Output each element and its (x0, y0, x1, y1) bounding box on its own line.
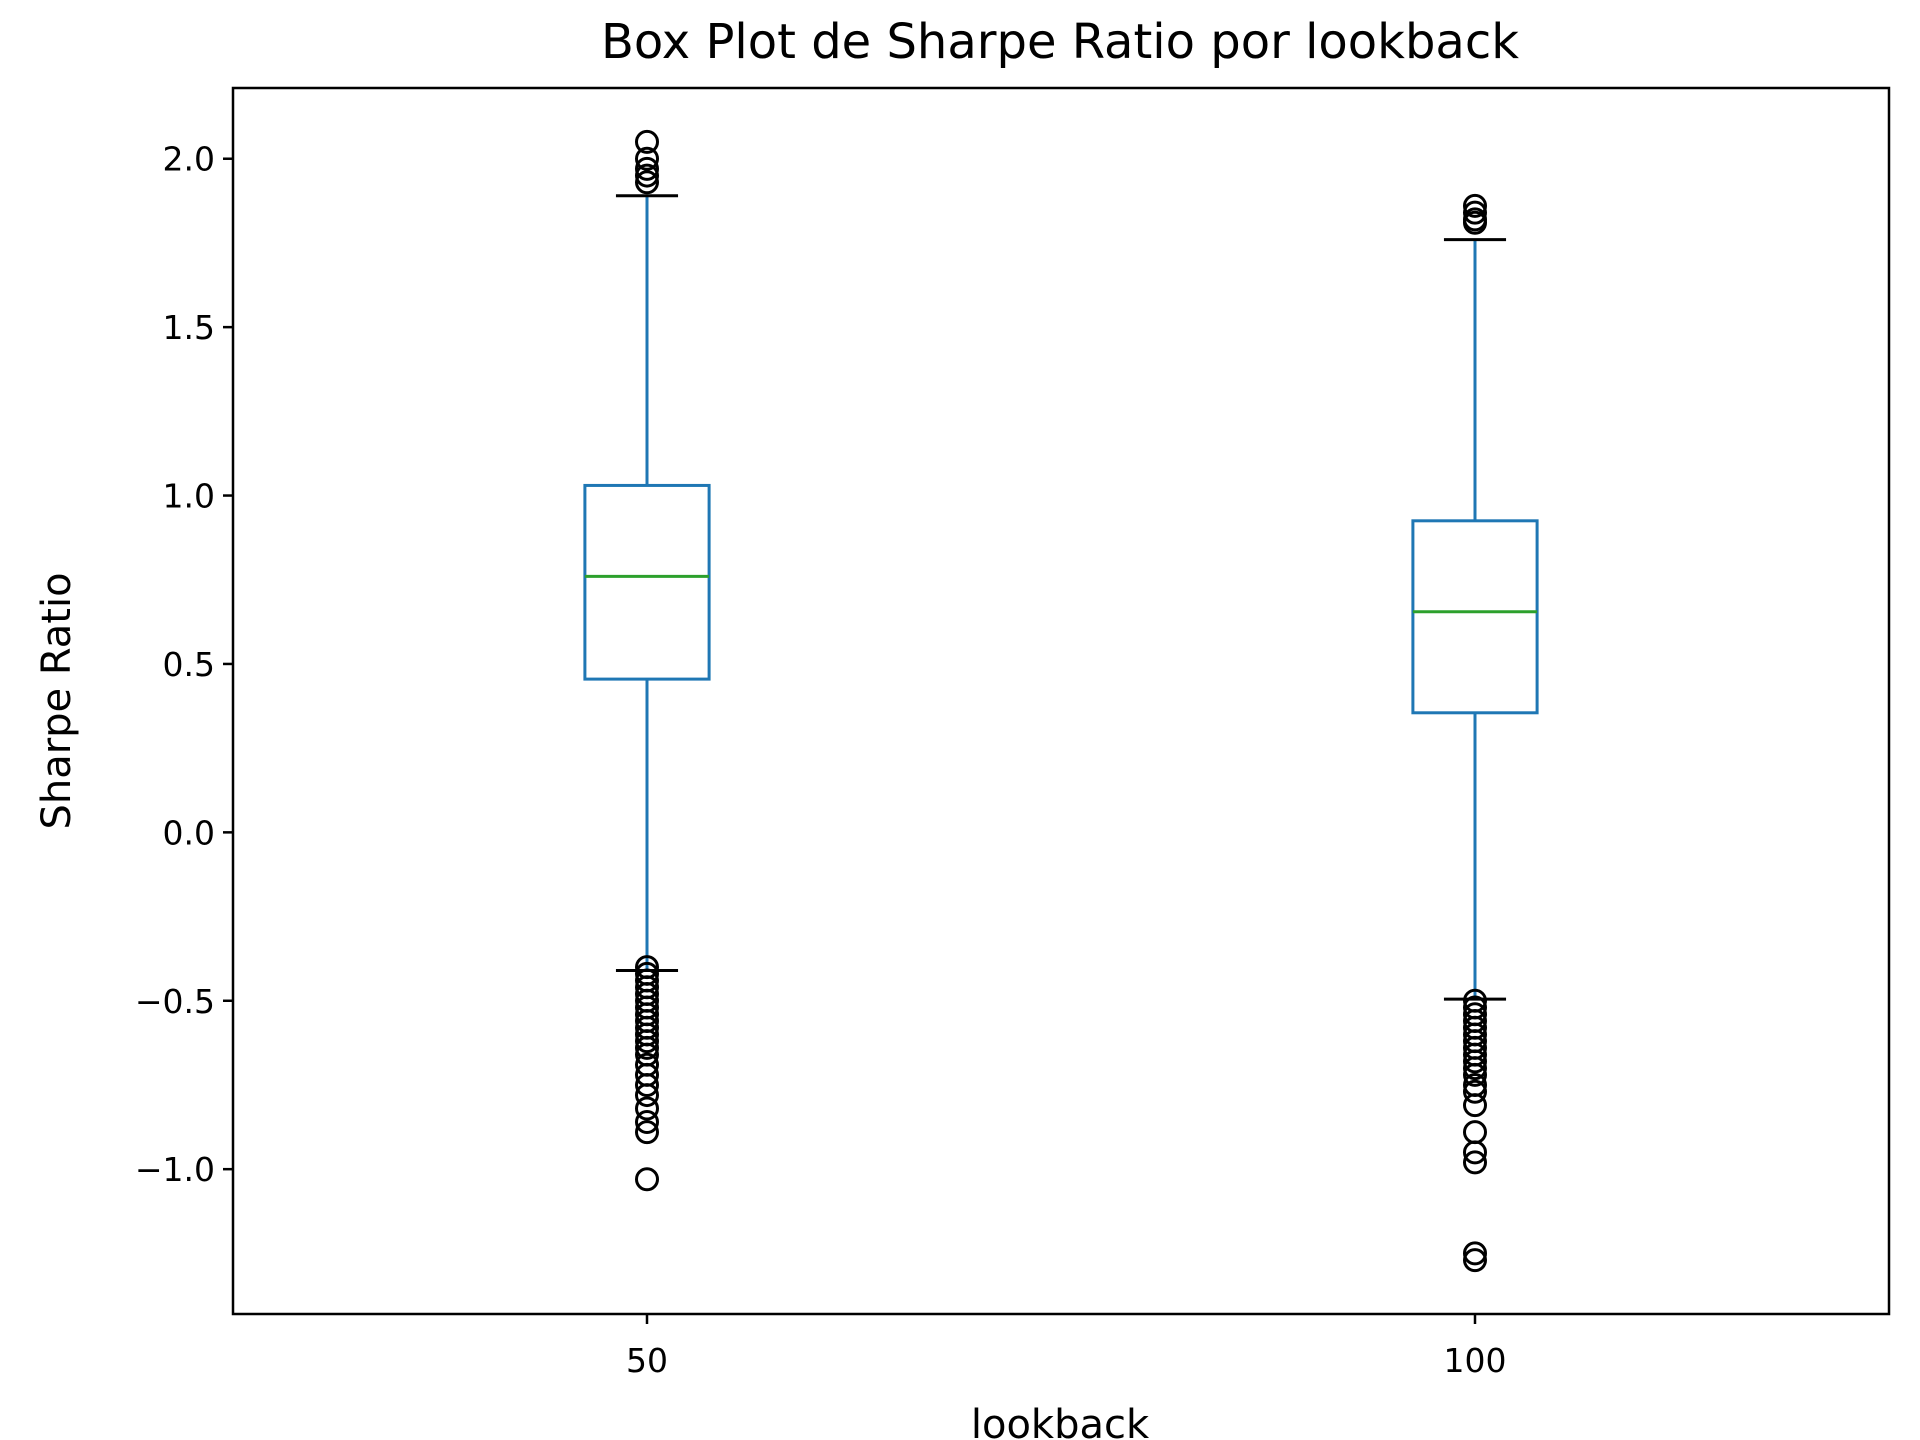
chart-title: Box Plot de Sharpe Ratio por lookback (601, 14, 1519, 70)
plot-area (583, 129, 1539, 1273)
y-axis: 2.0 1.5 1.0 0.5 0.0 −0.5 −1.0 (135, 140, 233, 1189)
x-axis-title: lookback (971, 1402, 1150, 1440)
outlier-point (1463, 193, 1487, 218)
box-group-100 (1411, 193, 1539, 1273)
outlier-point (635, 163, 659, 188)
outlier-point (635, 1029, 659, 1054)
outlier-point (1463, 1056, 1487, 1081)
outlier-point (1463, 1241, 1487, 1266)
outlier-point (635, 156, 659, 181)
outlier-point (635, 170, 659, 195)
outlier-point (1463, 1062, 1487, 1087)
axes-frame (231, 86, 1891, 1316)
y-tick-label: 1.5 (163, 308, 215, 347)
outlier-point (635, 1110, 659, 1135)
outlier-point (1463, 210, 1487, 235)
outlier-point (1463, 1093, 1487, 1118)
y-axis-title: Sharpe Ratio (34, 572, 80, 829)
outlier-point (635, 1072, 659, 1097)
y-tick-label: −0.5 (135, 982, 215, 1021)
box-group-50 (583, 129, 711, 1192)
outlier-point (1463, 1049, 1487, 1074)
y-tick-label: 1.0 (163, 477, 215, 516)
outlier-point (1463, 1248, 1487, 1273)
outlier-point (1463, 200, 1487, 225)
y-tick-label: 2.0 (163, 140, 215, 179)
x-axis: 50 100 (626, 1314, 1507, 1380)
y-tick-label: 0.5 (163, 645, 215, 684)
outlier-point (635, 1035, 659, 1060)
outlier-point (1463, 1079, 1487, 1104)
box-iqr (1411, 519, 1539, 715)
box-iqr (583, 483, 711, 681)
outlier-point (635, 1120, 659, 1145)
outlier-point (1463, 1140, 1487, 1165)
outlier-point (635, 129, 659, 154)
x-tick-label: 100 (1444, 1341, 1507, 1380)
outlier-point (635, 1096, 659, 1121)
outlier-point (635, 1083, 659, 1108)
outlier-point (635, 146, 659, 171)
y-tick-label: 0.0 (163, 813, 215, 852)
outlier-point (1463, 1150, 1487, 1175)
outlier-point (635, 1167, 659, 1192)
x-tick-label: 50 (626, 1341, 668, 1380)
y-tick-label: −1.0 (135, 1150, 215, 1189)
